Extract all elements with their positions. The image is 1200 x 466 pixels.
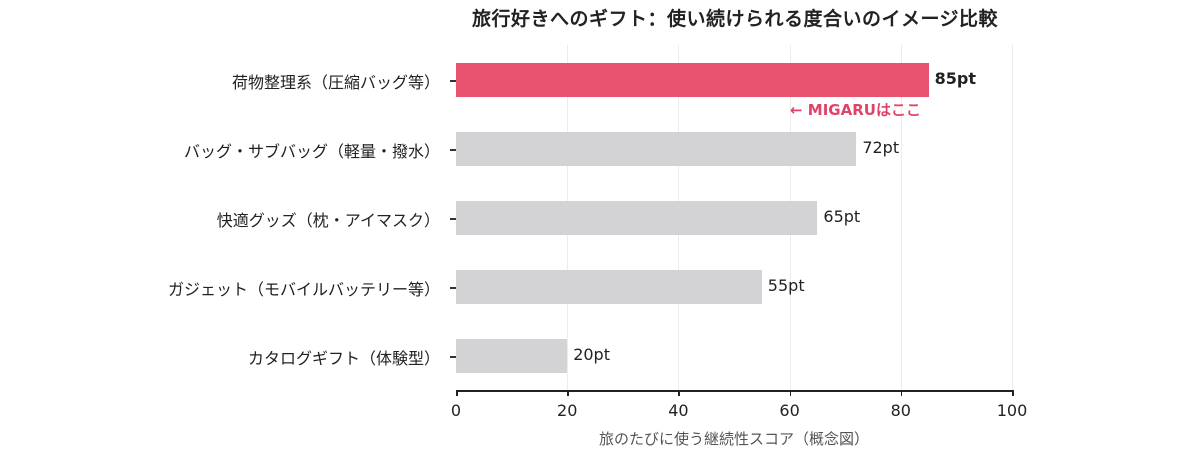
x-tick-label: 60 [779, 401, 800, 420]
x-tick [789, 390, 792, 396]
x-axis-line [456, 390, 1013, 392]
bar [456, 270, 762, 304]
y-tick [450, 149, 456, 151]
gridline [901, 45, 902, 390]
category-label: バッグ・サブバッグ（軽量・撥水） [183, 142, 440, 161]
bar [456, 63, 929, 97]
x-axis-label: 旅のたびに使う継続性スコア（概念図） [598, 430, 869, 448]
y-tick [450, 218, 456, 220]
plot-area [450, 45, 1013, 390]
x-tick-label: 20 [557, 401, 578, 420]
y-tick [450, 287, 456, 289]
x-tick [678, 390, 680, 396]
y-tick [450, 356, 456, 358]
x-tick-label: 40 [668, 401, 689, 420]
bar [456, 132, 857, 166]
bar [456, 339, 568, 373]
category-label: ガジェット（モバイルバッテリー等） [167, 280, 440, 299]
x-tick-label: 0 [450, 401, 462, 420]
gridline [1012, 45, 1013, 390]
chart-title: 旅行好きへのギフト：使い続けられる度合いのイメージ比較 [471, 8, 999, 30]
x-tick [900, 390, 903, 396]
value-label: 55pt [767, 276, 805, 295]
migaru-annotation: ← MIGARUはここ [790, 101, 921, 119]
x-tick-label: 100 [996, 401, 1028, 420]
category-label: 快適グッズ（枕・アイマスク） [216, 211, 440, 230]
x-tick [567, 390, 569, 396]
y-tick [450, 80, 456, 82]
category-label: 荷物整理系（圧縮バッグ等） [231, 73, 440, 92]
x-tick-label: 80 [890, 401, 911, 420]
x-tick [1012, 390, 1014, 396]
value-label: 85pt [934, 69, 976, 88]
value-label: 72pt [862, 138, 900, 157]
x-tick [456, 390, 458, 396]
value-label: 20pt [573, 345, 610, 364]
value-label: 65pt [823, 207, 861, 226]
bar [456, 201, 818, 235]
category-label: カタログギフト（体験型） [247, 349, 440, 368]
